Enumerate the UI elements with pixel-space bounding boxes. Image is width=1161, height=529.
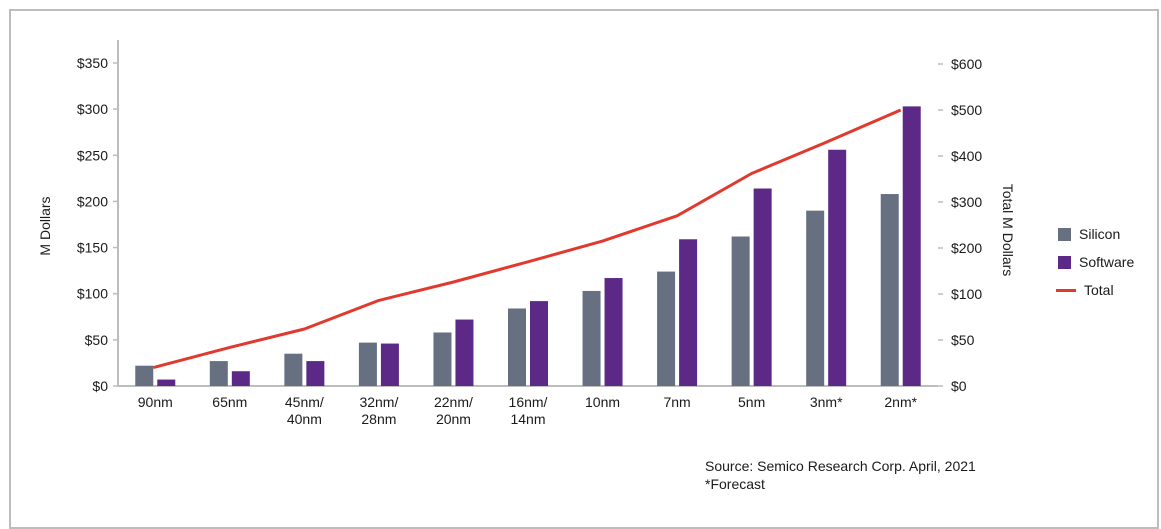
bar-silicon bbox=[284, 354, 302, 386]
bar-software bbox=[679, 239, 697, 386]
bar-silicon bbox=[732, 236, 750, 386]
x-tick-label: 10nm bbox=[585, 394, 620, 410]
right-tick-label: $300 bbox=[951, 194, 982, 210]
source-note: Source: Semico Research Corp. April, 202… bbox=[705, 457, 976, 493]
software-swatch bbox=[1058, 256, 1071, 269]
x-tick-label: 5nm bbox=[738, 394, 765, 410]
left-tick-label: $50 bbox=[85, 332, 109, 348]
x-tick-label: 90nm bbox=[138, 394, 173, 410]
silicon-swatch bbox=[1058, 228, 1071, 241]
bar-software bbox=[605, 278, 623, 386]
left-tick-label: $150 bbox=[77, 240, 108, 256]
x-tick-label: 45nm/ bbox=[285, 394, 324, 410]
bar-silicon bbox=[210, 361, 228, 386]
total-swatch bbox=[1056, 289, 1076, 292]
left-tick-label: $300 bbox=[77, 101, 108, 117]
right-axis-title: Total M Dollars bbox=[1000, 184, 1016, 277]
bar-software bbox=[903, 106, 921, 386]
bar-silicon bbox=[508, 308, 526, 386]
left-tick-label: $350 bbox=[77, 55, 108, 71]
x-tick-label: 40nm bbox=[287, 411, 322, 427]
bar-silicon bbox=[359, 343, 377, 386]
bar-silicon bbox=[135, 366, 153, 386]
x-tick-label: 32nm/ bbox=[359, 394, 398, 410]
bar-software bbox=[381, 344, 399, 386]
x-axis-labels: 90nm 65nm 45nm/40nm 32nm/28nm 22nm/20nm 16nm/… bbox=[138, 394, 918, 427]
chart: $0$50$100$150$200$250$300$350 $0$50$100$… bbox=[0, 0, 1161, 512]
x-tick-label: 3nm* bbox=[810, 394, 843, 410]
bar-software bbox=[306, 361, 324, 386]
total-line bbox=[153, 110, 900, 368]
forecast-note: *Forecast bbox=[705, 475, 976, 493]
right-tick-label: $50 bbox=[951, 332, 975, 348]
legend-label-total: Total bbox=[1084, 282, 1114, 298]
bar-software bbox=[157, 380, 175, 386]
x-tick-label: 16nm/ bbox=[509, 394, 548, 410]
right-tick-label: $400 bbox=[951, 148, 982, 164]
left-tick-label: $100 bbox=[77, 286, 108, 302]
x-tick-label: 7nm bbox=[663, 394, 690, 410]
left-tick-label: $250 bbox=[77, 147, 108, 163]
bar-software bbox=[530, 301, 548, 386]
x-tick-label: 20nm bbox=[436, 411, 471, 427]
bar-silicon bbox=[881, 194, 899, 386]
legend: Silicon Software Total bbox=[1058, 224, 1134, 308]
left-tick-label: $200 bbox=[77, 193, 108, 209]
legend-item-software: Software bbox=[1058, 252, 1134, 272]
right-y-axis: $0 $50 $100 $200 $300 $400 $500 $600 bbox=[938, 56, 982, 394]
bar-software bbox=[828, 150, 846, 386]
bar-software bbox=[455, 320, 473, 386]
bar-silicon bbox=[583, 291, 601, 386]
x-tick-label: 28nm bbox=[361, 411, 396, 427]
left-axis-title: M Dollars bbox=[37, 196, 53, 255]
right-tick-label: $100 bbox=[951, 286, 982, 302]
total-line-group bbox=[153, 110, 901, 368]
legend-label-software: Software bbox=[1079, 254, 1134, 270]
right-tick-label: $600 bbox=[951, 56, 982, 72]
legend-label-silicon: Silicon bbox=[1079, 226, 1120, 242]
legend-item-silicon: Silicon bbox=[1058, 224, 1134, 244]
bar-silicon bbox=[806, 211, 824, 386]
bar-silicon bbox=[433, 332, 451, 386]
legend-item-total: Total bbox=[1058, 280, 1134, 300]
bar-silicon bbox=[657, 272, 675, 386]
x-tick-label: 14nm bbox=[510, 411, 545, 427]
right-tick-label: $500 bbox=[951, 102, 982, 118]
right-tick-label: $200 bbox=[951, 240, 982, 256]
x-tick-label: 65nm bbox=[212, 394, 247, 410]
left-tick-label: $0 bbox=[92, 378, 108, 394]
bar-software bbox=[232, 371, 250, 386]
x-tick-label: 2nm* bbox=[884, 394, 917, 410]
right-tick-label: $0 bbox=[951, 378, 967, 394]
bars bbox=[135, 106, 920, 386]
source-line: Source: Semico Research Corp. April, 202… bbox=[705, 457, 976, 475]
bar-software bbox=[754, 189, 772, 386]
x-tick-label: 22nm/ bbox=[434, 394, 473, 410]
